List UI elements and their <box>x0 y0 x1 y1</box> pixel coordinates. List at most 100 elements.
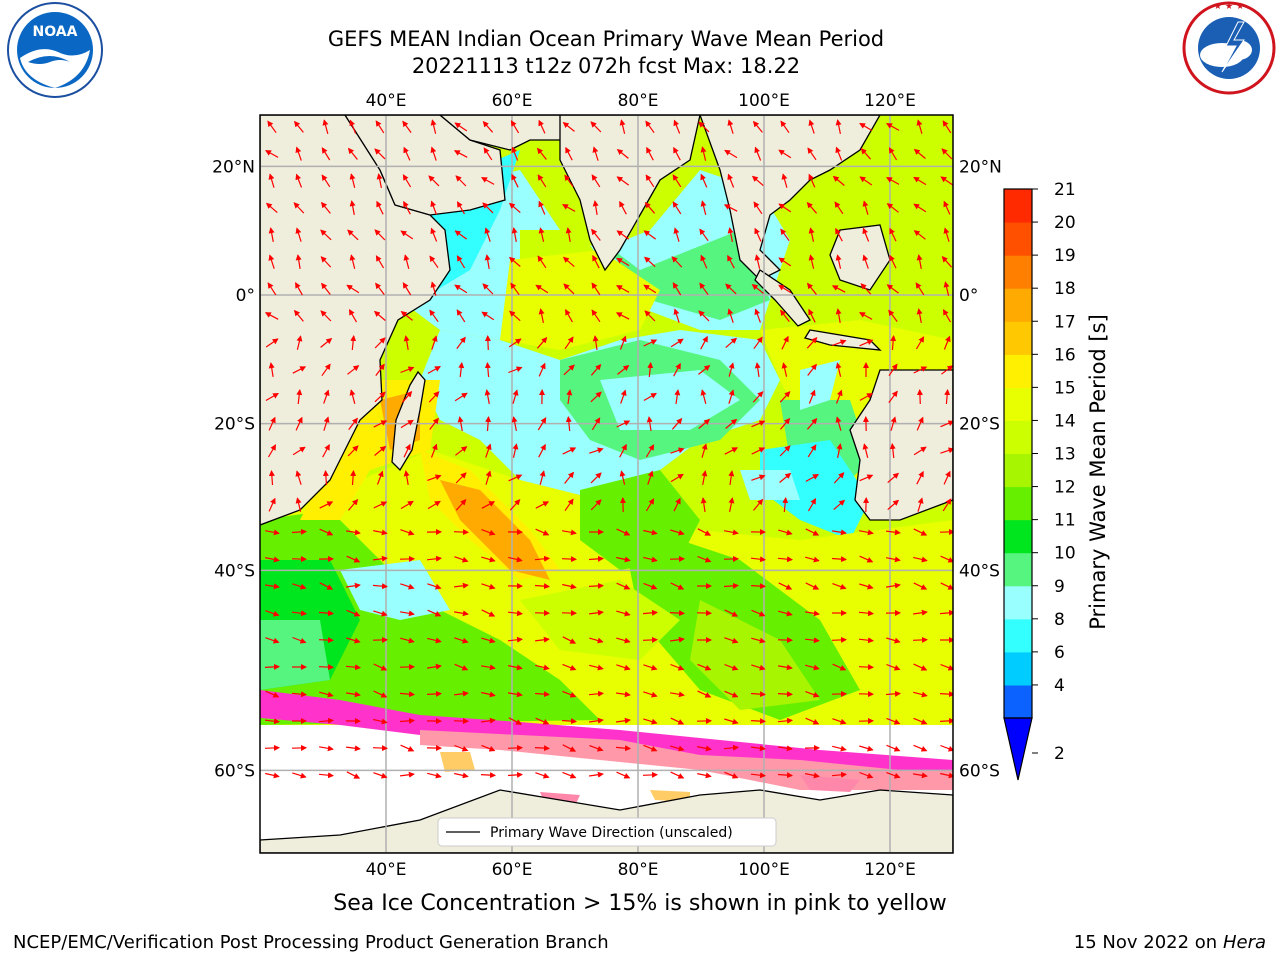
wave-arrow <box>833 472 845 484</box>
wave-arrow <box>592 254 600 269</box>
wave-arrow <box>808 308 816 323</box>
wave-arrow <box>642 609 658 616</box>
wave-arrow <box>485 443 492 458</box>
noaa-logo-text: NOAA <box>33 24 78 40</box>
lat-tick-label: 60°S <box>214 761 255 781</box>
wave-arrow <box>484 254 491 270</box>
wave-arrow <box>589 609 604 616</box>
lat-tick-label: 40°S <box>959 561 1000 581</box>
wave-arrow <box>430 119 437 134</box>
wave-arrow <box>751 609 766 617</box>
wave-arrow <box>940 555 953 563</box>
wave-arrow <box>295 416 303 431</box>
footer-machine: Hera <box>1222 932 1266 953</box>
wave-arrow <box>295 227 302 242</box>
wave-arrow <box>320 310 332 322</box>
wave-arrow <box>562 744 577 752</box>
wave-arrow <box>700 335 708 350</box>
wave-arrow <box>751 664 766 671</box>
wave-arrow <box>319 501 334 509</box>
wave-arrow <box>615 312 630 320</box>
wave-arrow <box>669 610 685 617</box>
colorbar-tick-label: 21 <box>1054 180 1076 200</box>
wave-arrow <box>481 529 496 536</box>
wave-arrow <box>805 664 820 671</box>
wave-arrow <box>727 308 734 323</box>
wave-arrow <box>535 501 550 509</box>
wave-arrow <box>296 389 303 405</box>
wave-arrow <box>754 308 761 323</box>
colorbar-segment <box>1004 552 1032 587</box>
wave-arrow <box>429 309 439 323</box>
wave-arrow <box>264 556 280 563</box>
wave-arrow <box>616 257 630 267</box>
wave-arrow <box>319 582 334 590</box>
wave-arrow <box>539 470 546 485</box>
wave-arrow <box>267 282 277 296</box>
wave-arrow <box>642 636 658 643</box>
wave-arrow <box>778 610 793 617</box>
wave-arrow <box>646 146 654 161</box>
wave-arrow <box>913 203 927 213</box>
wave-arrow <box>538 227 545 242</box>
wave-arrow <box>646 416 653 431</box>
wave-arrow <box>832 339 847 346</box>
wave-arrow <box>781 335 789 350</box>
wave-arrow <box>454 744 469 752</box>
wave-arrow <box>728 362 735 377</box>
colorbar-segment <box>1004 255 1032 289</box>
wave-arrow <box>808 227 815 242</box>
wave-arrow <box>562 583 577 590</box>
wave-arrow <box>267 120 277 134</box>
wave-arrow <box>670 582 685 590</box>
wave-arrow <box>616 771 631 779</box>
footer-credit: NCEP/EMC/Verification Post Processing Pr… <box>13 932 609 953</box>
wave-arrow <box>508 556 523 563</box>
wave-arrow <box>913 691 928 698</box>
wave-arrow <box>402 120 412 133</box>
lon-tick-label: 100°E <box>738 91 790 111</box>
wave-arrow <box>778 149 792 159</box>
colorbar-tick-label: 19 <box>1054 246 1076 266</box>
wave-arrow <box>373 690 388 698</box>
wave-arrow <box>319 691 334 698</box>
wave-arrow <box>373 555 388 562</box>
wave-arrow <box>375 120 385 134</box>
wave-arrow <box>265 150 279 158</box>
wave-arrow <box>426 555 442 562</box>
wave-arrow <box>456 201 466 215</box>
wave-arrow <box>890 416 897 431</box>
wave-arrow <box>916 308 923 324</box>
wave-arrow <box>940 420 953 428</box>
wave-arrow <box>887 499 900 511</box>
wave-arrow <box>913 556 928 563</box>
wave-arrow <box>940 582 953 590</box>
wave-arrow <box>806 201 818 214</box>
wave-arrow <box>402 282 412 296</box>
wave-arrow <box>724 663 739 671</box>
wave-arrow <box>481 177 495 185</box>
wave-arrow <box>534 745 550 752</box>
wave-arrow <box>616 582 631 590</box>
wave-arrow <box>511 416 518 432</box>
wave-arrow <box>941 256 953 268</box>
wave-arrow <box>589 637 604 644</box>
wave-arrow <box>538 308 545 324</box>
wave-arrow <box>321 363 331 377</box>
wave-arrow <box>670 338 684 348</box>
lat-tick-label: 60°S <box>959 761 1000 781</box>
wave-arrow <box>671 256 683 268</box>
wave-arrow <box>588 690 604 697</box>
wave-arrow <box>780 417 791 430</box>
wave-arrow <box>427 772 442 779</box>
wave-arrow <box>728 470 735 485</box>
wave-arrow <box>670 529 685 536</box>
wave-arrow <box>698 418 711 429</box>
wave-arrow <box>484 389 491 405</box>
wave-arrow <box>751 283 764 294</box>
lon-tick-label: 40°E <box>366 860 407 880</box>
wave-arrow <box>485 470 492 485</box>
wave-arrow <box>751 637 766 644</box>
wave-arrow <box>538 119 546 134</box>
wave-arrow <box>347 445 359 457</box>
